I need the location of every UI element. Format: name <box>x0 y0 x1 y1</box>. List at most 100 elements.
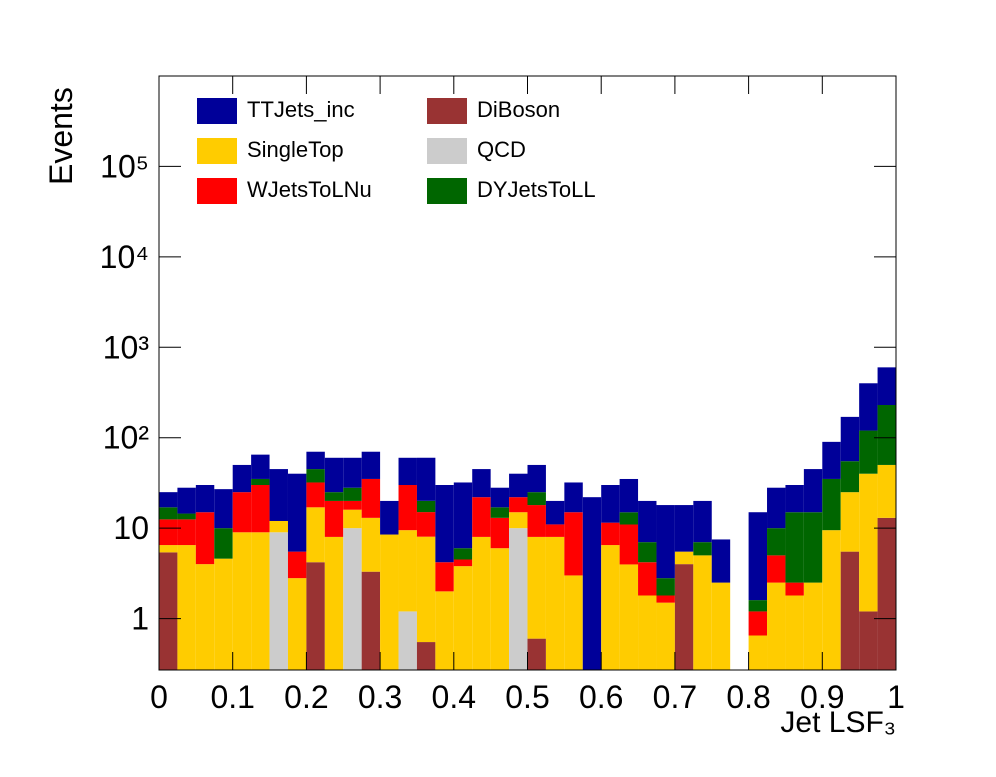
histogram-bar <box>527 536 546 639</box>
y-tick-label: 10³ <box>103 329 150 365</box>
x-tick-label: 0.1 <box>210 679 254 715</box>
y-tick-label: 10 <box>113 510 149 546</box>
x-tick-label: 0.7 <box>653 679 697 715</box>
histogram-bar <box>859 430 878 474</box>
histogram-bar <box>601 545 620 670</box>
legend-swatch <box>197 178 237 204</box>
histogram-bar <box>343 500 362 510</box>
histogram-bar <box>269 532 288 670</box>
histogram-bar <box>656 602 675 670</box>
x-tick-label: 0.4 <box>432 679 476 715</box>
legend-swatch <box>427 138 467 164</box>
histogram-bar <box>398 611 417 670</box>
histogram-bar <box>619 564 639 670</box>
histogram-bar <box>748 635 768 670</box>
histogram-bar <box>159 507 178 520</box>
histogram-bar <box>803 582 823 670</box>
x-tick-label: 0.3 <box>358 679 402 715</box>
histogram-bar <box>693 542 712 556</box>
histogram-bar <box>564 482 583 513</box>
histogram-bar <box>435 485 454 563</box>
histogram-bar <box>380 534 399 670</box>
y-tick-label: 10² <box>103 420 150 456</box>
plot-area <box>159 367 896 670</box>
histogram-bar <box>822 441 841 479</box>
histogram-bar <box>527 464 546 493</box>
histogram-bar <box>306 469 325 483</box>
histogram-bar <box>159 552 178 670</box>
histogram-bar <box>785 595 804 670</box>
histogram-bar <box>840 492 860 552</box>
histogram-bar <box>343 509 362 529</box>
histogram-bar <box>453 482 473 549</box>
histogram-bar <box>177 487 196 514</box>
histogram-bar <box>509 512 528 529</box>
x-axis-label: Jet LSF₃ <box>780 706 896 739</box>
histogram-bar <box>674 551 694 565</box>
x-tick-label: 0 <box>150 679 168 715</box>
histogram-bar <box>287 578 307 670</box>
histogram-bar <box>638 562 657 596</box>
histogram-bar <box>177 519 196 546</box>
histogram-bar <box>416 536 436 643</box>
x-tick-label: 0.9 <box>800 679 844 715</box>
histogram-bar <box>453 566 473 670</box>
histogram-bar <box>767 487 786 529</box>
legend-label: DiBoson <box>477 97 560 122</box>
histogram-bar <box>840 461 860 493</box>
histogram-bar <box>490 548 510 670</box>
histogram-bar <box>803 469 823 513</box>
histogram-bar <box>564 575 583 670</box>
x-tick-label: 1 <box>887 679 905 715</box>
legend-swatch <box>197 98 237 124</box>
histogram-bar <box>564 512 583 576</box>
histogram-bar <box>859 383 878 431</box>
histogram-bar <box>214 489 233 529</box>
histogram-bar <box>324 457 344 493</box>
histogram-bar <box>177 545 196 670</box>
histogram-bar <box>287 473 307 552</box>
histogram-bar <box>785 512 804 583</box>
x-tick-label: 0.2 <box>284 679 328 715</box>
histogram-bar <box>674 505 694 552</box>
histogram-bar <box>767 555 786 583</box>
legend-label: DYJetsToLL <box>477 177 596 202</box>
histogram-bar <box>490 487 510 508</box>
legend-swatch <box>427 178 467 204</box>
histogram-bar <box>638 542 657 563</box>
histogram-bar <box>767 582 786 670</box>
histogram-bar <box>361 517 381 572</box>
histogram-bar <box>601 522 620 546</box>
histogram-bar <box>398 457 417 486</box>
histogram-bar <box>711 582 731 670</box>
histogram-bar <box>638 595 657 670</box>
histogram-bar <box>159 492 178 508</box>
histogram-bar <box>435 562 454 592</box>
histogram-bar <box>490 507 510 518</box>
histogram-bar <box>472 469 491 498</box>
histogram-bar <box>306 451 325 470</box>
histogram-bar <box>656 595 675 603</box>
histogram-bar <box>877 405 896 465</box>
histogram-bar <box>767 528 786 556</box>
histogram-bar <box>545 536 565 670</box>
histogram-bar <box>656 578 675 596</box>
legend-swatch <box>427 98 467 124</box>
histogram-bar <box>545 500 565 525</box>
histogram-bar <box>416 642 436 670</box>
histogram-bar <box>251 532 270 670</box>
histogram-bar <box>527 505 546 537</box>
legend-label: WJetsToLNu <box>247 177 372 202</box>
histogram-bar <box>416 500 436 513</box>
histogram-bar <box>324 536 344 670</box>
histogram-bar <box>582 497 602 670</box>
histogram-bar <box>545 524 565 537</box>
legend-swatch <box>197 138 237 164</box>
histogram-bar <box>343 528 362 670</box>
histogram-bar <box>693 555 712 670</box>
histogram-bar <box>693 500 712 543</box>
histogram-bar <box>638 500 657 543</box>
histogram-bar <box>527 638 546 670</box>
histogram-bar <box>785 485 804 513</box>
